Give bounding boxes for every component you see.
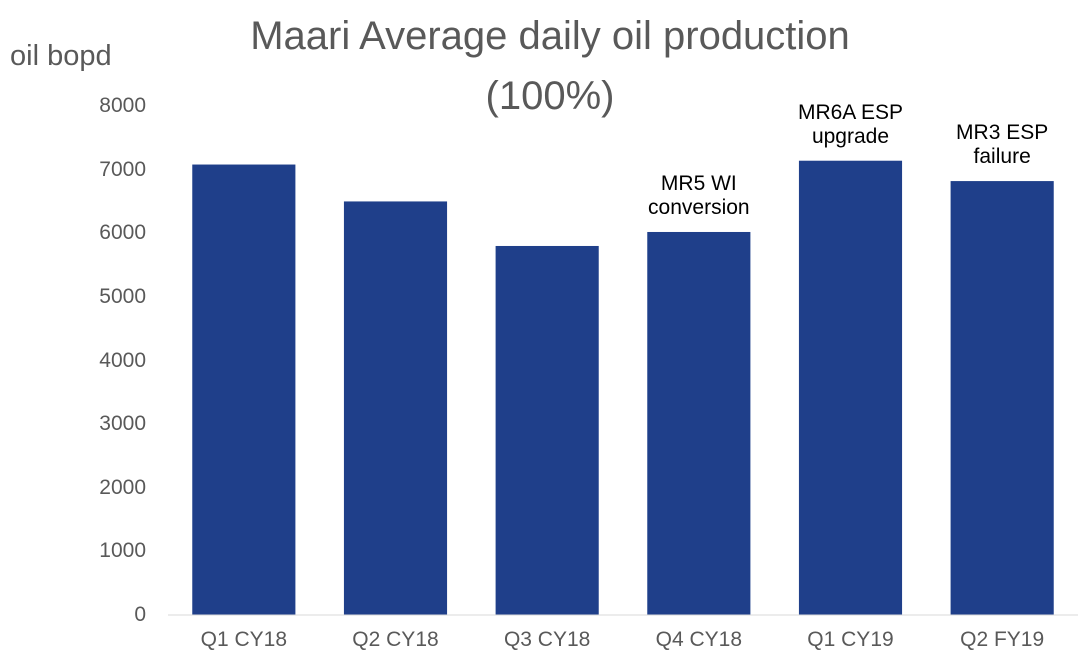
x-tick-label: Q4 CY18 [655, 628, 743, 651]
bar [495, 245, 599, 615]
chart-title: Maari Average daily oil production (100%… [250, 14, 850, 118]
annotation: MR3 ESP failure [956, 121, 1049, 169]
y-tick-label: 5000 [99, 284, 146, 308]
y-tick-label: 7000 [99, 157, 146, 181]
x-tick-label: Q1 CY19 [807, 628, 894, 651]
x-tick-label: Q1 CY18 [200, 628, 288, 651]
y-tick-label: 6000 [99, 221, 146, 245]
y-axis-label: oil bopd [10, 40, 112, 72]
bar [647, 231, 751, 616]
bar [192, 164, 296, 615]
bar [950, 181, 1054, 615]
y-tick-label: 4000 [99, 348, 146, 372]
y-tick-label: 1000 [99, 539, 146, 563]
y-tick-label: 8000 [99, 94, 146, 117]
y-tick-label: 3000 [99, 412, 146, 436]
y-tick-label: 2000 [99, 475, 146, 499]
x-tick-label: Q3 CY18 [503, 628, 591, 651]
x-tick-label: Q2 CY18 [352, 628, 439, 651]
annotation: MR5 WI conversion [648, 171, 750, 220]
annotation: MR6A ESP upgrade [797, 100, 904, 148]
x-tick-label: Q2 FY19 [960, 628, 1045, 651]
bar [343, 201, 448, 615]
bar [798, 160, 903, 615]
y-tick-label: 0 [134, 603, 146, 626]
